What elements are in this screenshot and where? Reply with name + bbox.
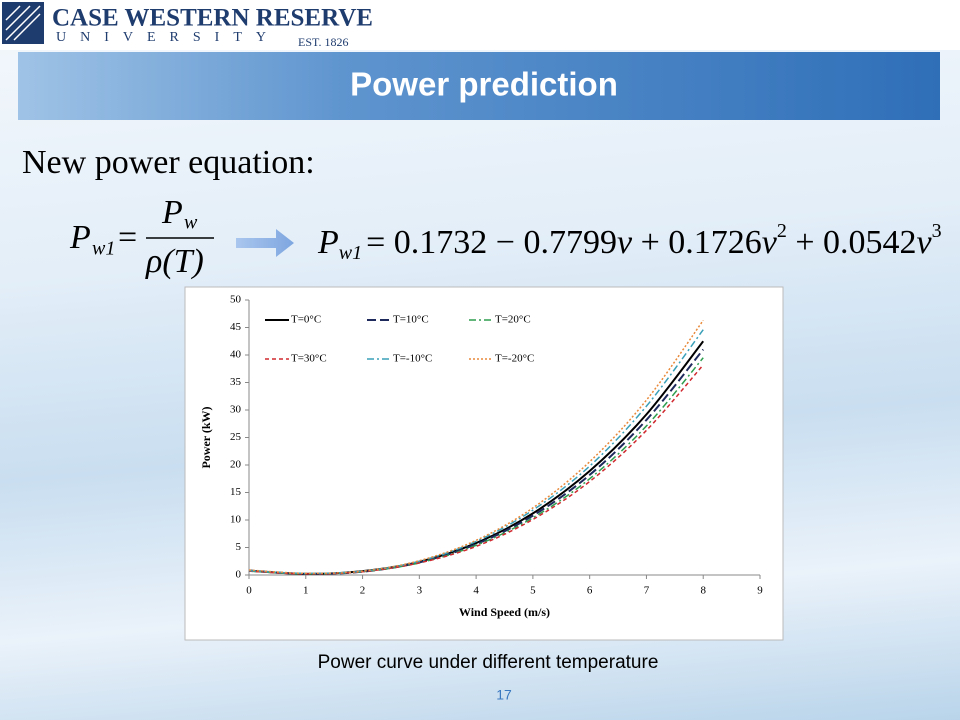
logo-name: CASE WESTERN RESERVE	[52, 5, 373, 32]
eq-symbol: P	[161, 194, 183, 231]
legend-label: T=10°C	[393, 314, 429, 326]
eq-term: v	[917, 224, 933, 261]
x-tick-label: 6	[587, 585, 593, 597]
eq-exponent: 2	[777, 220, 787, 242]
logo-est: EST. 1826	[298, 35, 348, 49]
legend-label: T=30°C	[291, 353, 327, 365]
eq-symbol: P	[317, 224, 339, 261]
x-tick-label: 3	[417, 585, 423, 597]
eq-subscript: w1	[92, 238, 115, 260]
equation-1: P w1 = P w ρ(T)	[69, 194, 214, 280]
y-tick-label: 15	[230, 486, 242, 498]
y-tick-label: 30	[230, 404, 242, 416]
logo-lines	[5, 5, 41, 41]
arrow	[236, 229, 294, 257]
eq-term: + 0.1726	[632, 224, 762, 261]
heading: New power equation:	[22, 144, 315, 181]
x-tick-label: 9	[757, 585, 763, 597]
page-number: 17	[496, 687, 512, 703]
chart-frame	[184, 286, 784, 641]
caption: Power curve under different temperature	[318, 652, 659, 673]
equation-2: Pw1 = 0.1732 − 0.7799v + 0.1726v2 + 0.054…	[317, 220, 942, 264]
eq-exponent: 3	[932, 220, 942, 242]
y-tick-label: 20	[230, 459, 242, 471]
eq-term: v	[762, 224, 778, 261]
series-line	[248, 319, 704, 575]
legend-label: T=20°C	[495, 314, 531, 326]
y-tick-label: 40	[230, 349, 242, 361]
y-tick-label: 35	[230, 376, 242, 388]
x-tick-label: 4	[473, 585, 479, 597]
logo-sub: UNIVERSITY	[56, 30, 280, 45]
y-axis-label: Power (kW)	[199, 406, 213, 468]
x-tick-label: 8	[700, 585, 706, 597]
x-tick-label: 1	[303, 585, 309, 597]
y-tick-label: 45	[230, 321, 242, 333]
legend-label: T=-10°C	[393, 353, 432, 365]
x-tick-label: 0	[246, 585, 252, 597]
y-tick-label: 0	[236, 569, 242, 581]
title-banner	[18, 52, 940, 120]
eq-term: = 0.1732 − 0.7799	[366, 224, 617, 261]
eq-subscript: w	[184, 212, 198, 234]
y-tick-label: 25	[230, 431, 242, 443]
slide-title: Power prediction	[350, 66, 618, 103]
eq-term: + 0.0542	[787, 224, 917, 261]
x-axis-label: Wind Speed (m/s)	[459, 605, 550, 619]
x-tick-label: 2	[360, 585, 366, 597]
eq-subscript: w1	[339, 242, 362, 264]
x-tick-label: 7	[644, 585, 650, 597]
eq-symbol: P	[69, 219, 91, 256]
legend-label: T=0°C	[291, 314, 321, 326]
legend-label: T=-20°C	[495, 353, 534, 365]
y-tick-label: 10	[230, 514, 242, 526]
eq-sign: =	[118, 219, 137, 256]
y-tick-label: 50	[230, 294, 242, 306]
y-tick-label: 5	[236, 541, 242, 553]
x-tick-label: 5	[530, 585, 536, 597]
eq-symbol: ρ(T)	[145, 243, 204, 280]
logo-band	[0, 0, 960, 50]
eq-term: v	[617, 224, 633, 261]
